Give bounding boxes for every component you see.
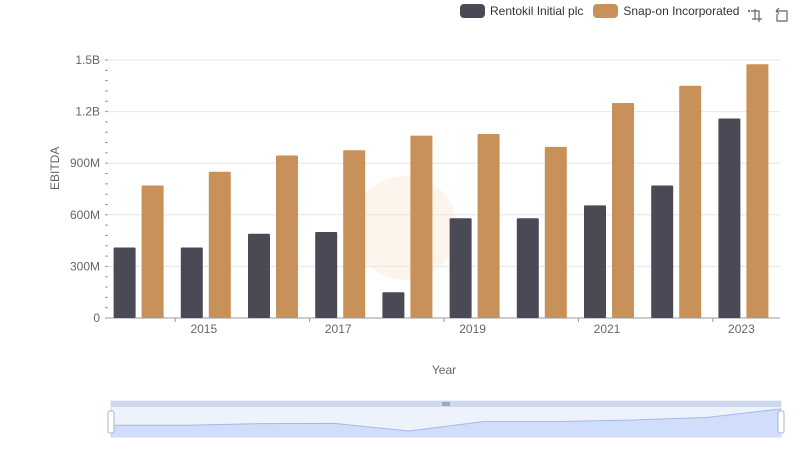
bar-snap-on-2016[interactable] <box>276 155 298 318</box>
bar-rentokil-2015[interactable] <box>180 247 203 318</box>
bar-rentokil-2021[interactable] <box>584 205 606 318</box>
y-tick-label: 1.5B <box>75 53 100 67</box>
bar-snap-on-2020[interactable] <box>544 146 567 318</box>
datazoom-preview-area <box>111 409 781 437</box>
bar-snap-on-2018[interactable] <box>410 135 433 318</box>
y-tick-label: 0 <box>93 311 100 325</box>
datazoom-preview-line <box>111 408 782 432</box>
bar-rentokil-2018[interactable] <box>382 292 405 318</box>
y-tick-label: 900M <box>70 156 100 170</box>
bar-snap-on-2014[interactable] <box>141 185 164 318</box>
watermark-logo <box>353 176 457 280</box>
legend-label-rentokil: Rentokil Initial plc <box>490 4 584 18</box>
x-tick-label: 2019 <box>459 322 486 336</box>
bar-rentokil-2017[interactable] <box>315 232 338 318</box>
legend-swatch-rentokil <box>460 4 485 18</box>
bar-snap-on-2021[interactable] <box>612 103 634 318</box>
y-tick-label: 300M <box>70 259 100 273</box>
datazoom-left-handle[interactable] <box>107 410 115 434</box>
x-tick-label: 2021 <box>594 322 621 336</box>
x-tick-label: 2017 <box>325 322 352 336</box>
bar-rentokil-2020[interactable] <box>516 218 539 318</box>
bar-rentokil-2014[interactable] <box>113 247 136 318</box>
bar-snap-on-2023[interactable] <box>746 64 769 318</box>
legend-label-snap-on: Snap-on Incorporated <box>623 4 740 18</box>
zoom-icon[interactable] <box>747 7 763 23</box>
bar-rentokil-2023[interactable] <box>718 118 741 318</box>
x-axis-title: Year <box>431 363 457 377</box>
x-tick-label: 2015 <box>190 322 217 336</box>
chart-legend: Rentokil Initial plc Snap-on Incorporate… <box>460 4 749 18</box>
chart-toolbox <box>747 7 799 23</box>
legend-swatch-snap-on <box>593 4 619 18</box>
bar-rentokil-2019[interactable] <box>449 218 472 318</box>
y-tick-label: 600M <box>70 208 100 222</box>
bar-snap-on-2019[interactable] <box>477 133 500 318</box>
restore-icon[interactable] <box>773 7 789 23</box>
x-tick-label: 2023 <box>728 322 755 336</box>
bar-rentokil-2022[interactable] <box>651 185 674 318</box>
y-tick-label: 1.2B <box>75 105 100 119</box>
bar-rentokil-2016[interactable] <box>248 233 270 318</box>
datazoom-right-handle[interactable] <box>777 410 785 434</box>
bar-snap-on-2022[interactable] <box>679 85 702 318</box>
bar-snap-on-2017[interactable] <box>343 150 366 318</box>
legend-item-snap-on[interactable]: Snap-on Incorporated <box>593 4 739 18</box>
datazoom-top-grip <box>442 402 450 406</box>
bar-snap-on-2015[interactable] <box>208 171 231 318</box>
legend-item-rentokil[interactable]: Rentokil Initial plc <box>460 4 583 18</box>
